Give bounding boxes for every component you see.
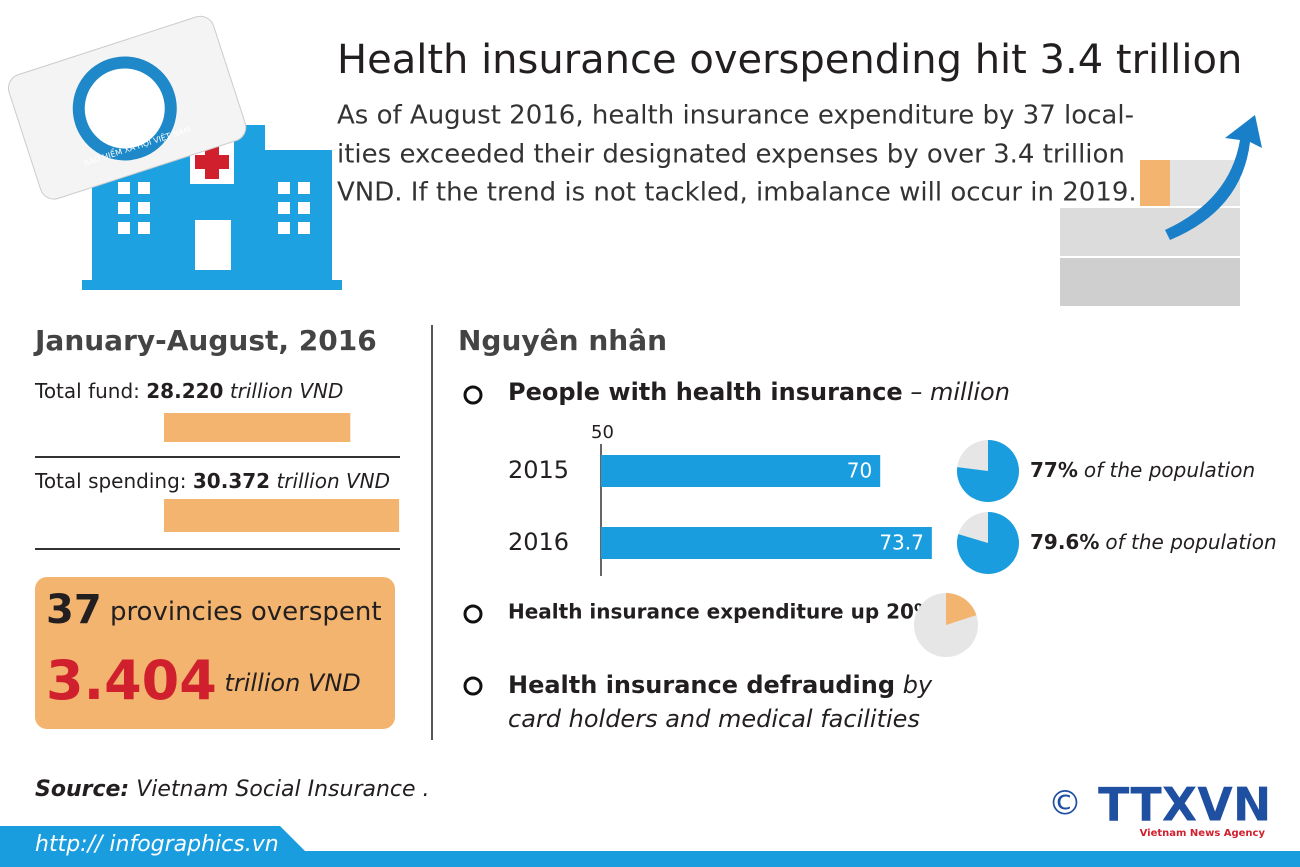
provinces-text: 37 provincies overspent [46,587,382,633]
category-label: 2016 [508,528,569,556]
share-text: 77% of the population [1030,458,1255,482]
overspend-unit: trillion VND [224,669,360,697]
fund-bar [164,499,400,532]
fund-bar [164,413,351,442]
provinces-label: provincies overspent [110,597,382,627]
fraud-italic: by [903,671,933,699]
unit: trillion VND [276,469,390,493]
source-text: Vietnam Social Insurance . [136,777,429,802]
bar [601,455,881,487]
label: Total spending: [34,469,187,493]
overspend-value: 3.404 [46,649,217,712]
title: People with health insurance [508,378,903,406]
hospital-icon [82,125,342,290]
source: Source: Vietnam Social Insurance . [35,777,430,802]
fund-text: Total fund: 28.220 trillion VND [34,379,343,403]
title: Health insurance overspending hit 3.4 tr… [337,37,1242,83]
share-label: 77% [1030,458,1078,482]
overspend-text: 3.404 trillion VND [46,649,361,712]
share-text: 79.6% of the population [1030,530,1277,554]
x-tick-label: 50 [591,422,614,443]
money-icon [1060,115,1262,306]
copyright: © [1048,784,1082,824]
fraud-bold: Health insurance defrauding [508,671,895,699]
pie-slice [957,440,1019,502]
value: 28.220 [146,379,223,403]
bullets [463,385,483,696]
bar [601,527,932,559]
fraud-text: Health insurance defrauding by [508,671,933,699]
unit: trillion VND [230,379,344,403]
footer-url: http:// infographics.vn [35,832,279,857]
bar-label: 73.7 [879,531,924,555]
spending-text: Total spending: 30.372 trillion VND [34,469,390,493]
expenditure-text: Health insurance expenditure up 20% [508,600,934,624]
insured-title: People with health insurance – million [508,378,1010,406]
description-line: ities exceeded their designated expenses… [337,140,1125,170]
source-label: Source: [35,777,129,802]
unit: – million [910,378,1010,406]
pie-slice [957,512,1019,574]
logo: TTXVN [1098,778,1271,832]
agency: Vietnam News Agency [1140,828,1266,839]
description-line: As of August 2016, health insurance expe… [337,101,1134,131]
causes-title: Nguyên nhân [458,324,667,357]
footer-band [0,826,1300,867]
share-label: 79.6% [1030,530,1099,554]
bar-label: 70 [847,459,872,483]
share-suffix: of the population [1105,530,1276,554]
provinces-value: 37 [46,587,102,633]
insurance-card: BẢO HIỂM XÃ HỘI VIỆT NAM [7,15,247,200]
value: 30.372 [193,469,270,493]
summary-title: January-August, 2016 [33,324,377,357]
label: Total fund: [34,379,140,403]
pie-slice [946,593,977,625]
share-suffix: of the population [1084,458,1255,482]
highlight-box [35,577,395,729]
category-label: 2015 [508,456,569,484]
fraud-italic: card holders and medical facilities [508,705,920,733]
description-line: VND. If the trend is not tackled, imbala… [337,178,1137,208]
